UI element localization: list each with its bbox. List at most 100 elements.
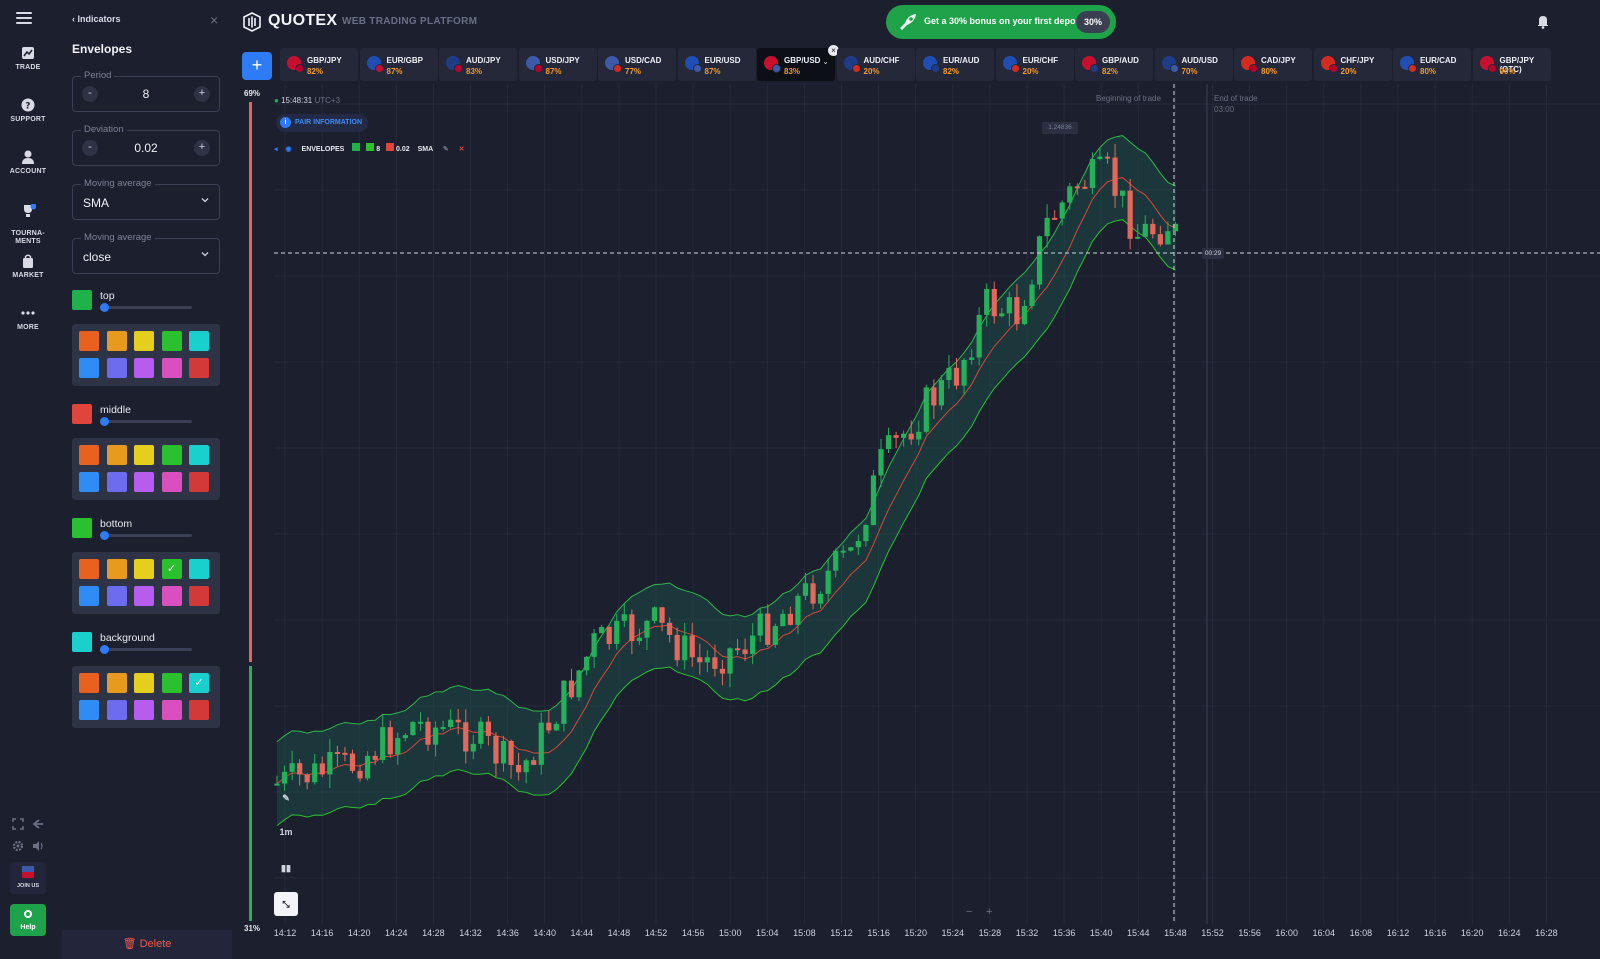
deviation-minus-button[interactable]: -: [82, 140, 98, 156]
palette-swatch[interactable]: [134, 472, 154, 492]
opacity-slider[interactable]: [100, 531, 192, 540]
asset-tab[interactable]: EUR/CAD 80%: [1393, 48, 1471, 81]
remove-indicator-icon[interactable]: ✕: [458, 146, 465, 153]
palette-swatch[interactable]: [134, 358, 154, 378]
candle-body[interactable]: [946, 367, 952, 381]
candle-body[interactable]: [508, 740, 514, 765]
asset-tab[interactable]: CHF/JPY 20%: [1313, 48, 1392, 81]
candle-body[interactable]: [1112, 157, 1118, 196]
candle-body[interactable]: [953, 367, 960, 386]
candle-body[interactable]: [636, 637, 642, 642]
palette-swatch[interactable]: [134, 700, 154, 720]
candle-body[interactable]: [848, 547, 854, 551]
asset-tab[interactable]: GBP/JPY 82%: [280, 48, 358, 81]
asset-tab[interactable]: GBP/JPY (OTC) 90%: [1472, 48, 1551, 81]
asset-tab[interactable]: GBP/AUD 82%: [1075, 48, 1153, 81]
opacity-slider[interactable]: [100, 303, 192, 312]
candle-body[interactable]: [1067, 186, 1073, 203]
candle-body[interactable]: [304, 774, 310, 783]
candle-body[interactable]: [614, 620, 620, 644]
asset-tab[interactable]: AUD/JPY 83%: [439, 48, 517, 81]
candle-body[interactable]: [772, 626, 778, 645]
candle-body[interactable]: [395, 738, 401, 755]
asset-tab[interactable]: USD/JPY 87%: [518, 48, 597, 81]
close-tab-icon[interactable]: ×: [828, 45, 839, 56]
palette-swatch[interactable]: [106, 559, 127, 579]
candle-body[interactable]: [440, 727, 446, 730]
candle-body[interactable]: [1014, 297, 1020, 325]
candle-body[interactable]: [432, 727, 439, 745]
gear-icon[interactable]: [12, 840, 24, 852]
candle-body[interactable]: [689, 635, 695, 658]
candle-body[interactable]: [1006, 297, 1012, 314]
candle-body[interactable]: [553, 723, 559, 731]
candle-body[interactable]: [969, 357, 975, 360]
candle-body[interactable]: [1150, 223, 1156, 235]
slider-knob[interactable]: [100, 645, 109, 654]
pair-info-button[interactable]: i PAIR INFORMATION: [276, 114, 368, 132]
candle-body[interactable]: [1135, 236, 1141, 239]
deviation-input[interactable]: 0.02: [134, 141, 158, 155]
candle-body[interactable]: [825, 570, 831, 594]
candle-body[interactable]: [478, 721, 484, 744]
palette-swatch[interactable]: [134, 673, 154, 693]
candle-body[interactable]: [1021, 306, 1028, 325]
close-icon[interactable]: ×: [210, 12, 219, 28]
nav-tournaments[interactable]: TOURNA- MENTS: [0, 196, 56, 246]
palette-swatch[interactable]: [134, 331, 154, 351]
palette-swatch[interactable]: [79, 700, 99, 720]
candle-body[interactable]: [470, 743, 476, 752]
candle-body[interactable]: [810, 583, 816, 604]
sound-icon[interactable]: [32, 840, 45, 852]
candle-body[interactable]: [961, 359, 967, 386]
candle-body[interactable]: [281, 771, 288, 784]
slider-knob[interactable]: [100, 531, 109, 540]
candle-body[interactable]: [591, 633, 597, 657]
period-minus-button[interactable]: -: [82, 86, 98, 102]
palette-swatch[interactable]: [161, 445, 182, 465]
palette-swatch[interactable]: ✓: [189, 673, 209, 693]
palette-swatch[interactable]: [79, 673, 99, 693]
nav-account[interactable]: ACCOUNT: [0, 150, 56, 175]
candle-body[interactable]: [682, 635, 688, 661]
candle-body[interactable]: [1157, 234, 1163, 245]
palette-swatch[interactable]: [106, 700, 127, 720]
candle-body[interactable]: [380, 727, 386, 760]
palette-swatch[interactable]: [79, 331, 99, 351]
breadcrumb[interactable]: ‹ Indicators: [72, 14, 121, 24]
candle-body[interactable]: [621, 614, 627, 621]
candle-body[interactable]: [1059, 202, 1065, 219]
back-icon[interactable]: [32, 818, 44, 830]
candle-body[interactable]: [357, 770, 363, 779]
candle-body[interactable]: [757, 613, 763, 636]
candle-body[interactable]: [697, 657, 703, 663]
candle-body[interactable]: [1082, 186, 1088, 189]
palette-swatch[interactable]: [189, 559, 209, 579]
asset-tab[interactable]: EUR/GBP 87%: [359, 48, 438, 81]
candle-body[interactable]: [365, 755, 371, 779]
candle-body[interactable]: [334, 752, 340, 755]
palette-swatch[interactable]: [161, 673, 182, 693]
nav-trade[interactable]: TRADE: [0, 46, 56, 71]
period-plus-button[interactable]: +: [194, 86, 210, 102]
palette-swatch[interactable]: [79, 559, 99, 579]
candle-body[interactable]: [523, 760, 529, 773]
candle-body[interactable]: [629, 614, 635, 642]
zoom-in-button[interactable]: +: [986, 906, 993, 918]
collapse-icon[interactable]: ◂: [274, 146, 278, 153]
nav-market[interactable]: MARKET: [0, 254, 56, 279]
palette-swatch[interactable]: [106, 673, 127, 693]
candle-body[interactable]: [576, 670, 582, 698]
candle-body[interactable]: [410, 722, 416, 736]
candle-body[interactable]: [984, 288, 990, 315]
candle-body[interactable]: [719, 668, 726, 674]
candle-body[interactable]: [425, 721, 431, 745]
edit-icon[interactable]: ✎: [442, 146, 449, 153]
slider-knob[interactable]: [100, 303, 109, 312]
palette-swatch[interactable]: [134, 445, 154, 465]
candle-body[interactable]: [485, 721, 491, 736]
candle-body[interactable]: [493, 735, 499, 764]
eye-icon[interactable]: ◉: [285, 146, 292, 153]
palette-swatch[interactable]: [106, 445, 127, 465]
candle-body[interactable]: [455, 719, 461, 723]
